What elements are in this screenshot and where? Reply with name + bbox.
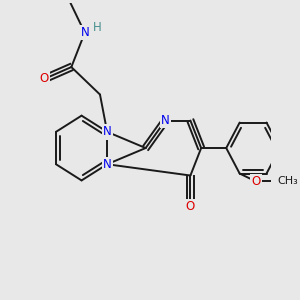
Text: O: O [186, 200, 195, 213]
Text: N: N [80, 26, 89, 39]
Text: CH₃: CH₃ [277, 176, 298, 186]
Text: O: O [40, 72, 49, 85]
Text: N: N [103, 158, 112, 171]
Text: O: O [251, 175, 260, 188]
Text: N: N [103, 125, 112, 138]
Text: N: N [161, 114, 170, 127]
Text: H: H [93, 21, 102, 34]
